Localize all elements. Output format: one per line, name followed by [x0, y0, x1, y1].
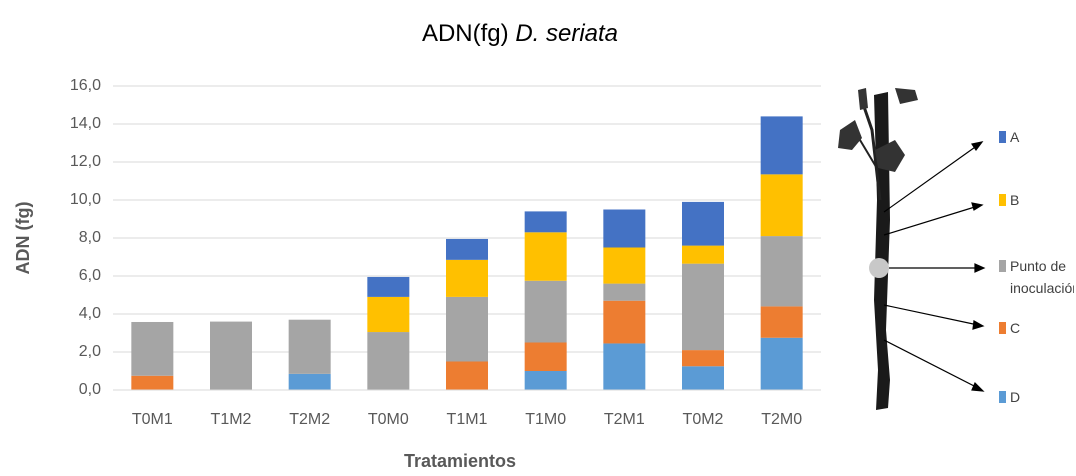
bar-segment [524, 232, 567, 281]
bar-segment [760, 116, 803, 175]
y-tick-label: 4,0 [79, 305, 101, 322]
legend-label: C [1010, 320, 1021, 336]
bar-segment [367, 276, 410, 297]
title-species: D. seriata [515, 20, 618, 47]
legend-entry: C [1010, 320, 1021, 336]
bar-segment [760, 306, 803, 338]
x-tick-label: T0M1 [132, 411, 173, 428]
x-tick-label: T0M0 [368, 411, 409, 428]
bar-segment [760, 236, 803, 307]
legend-entry: D [1010, 389, 1021, 405]
legend-label: D [1010, 389, 1021, 405]
x-tick-label: T2M0 [761, 411, 802, 428]
legend-label: Punto de inoculación [1010, 258, 1074, 296]
bar-segment [131, 375, 174, 390]
x-axis-label: Tratamientos [404, 451, 516, 471]
bar-segment [367, 332, 410, 390]
bar-segment [682, 350, 724, 367]
y-tick-label: 14,0 [70, 115, 101, 132]
bar-segment [288, 319, 331, 374]
bar-segment [288, 373, 331, 390]
bar-segment [446, 259, 488, 297]
bar-segment [760, 337, 803, 390]
y-tick-label: 6,0 [79, 267, 101, 284]
legend-entry: Punto de inoculación [1010, 258, 1074, 296]
legend-swatch [999, 194, 1006, 206]
bar-segment [603, 283, 646, 301]
x-tick-label: T2M2 [289, 411, 330, 428]
title-text: ADN(fg) [422, 20, 509, 47]
legend-swatch [999, 322, 1006, 334]
y-tick-label: 10,0 [70, 191, 101, 208]
y-tick-label: 12,0 [70, 153, 101, 170]
y-tick-label: 8,0 [79, 229, 101, 246]
x-tick-label: T1M1 [447, 411, 488, 428]
bar-segment [603, 209, 646, 248]
bar-segment [682, 366, 724, 390]
y-tick-label: 16,0 [70, 77, 101, 94]
bar-segment [603, 247, 646, 284]
bar-segment [603, 300, 646, 344]
bar-segment [446, 296, 488, 362]
bar-segment [131, 321, 174, 376]
y-axis-label: ADN (fg) [13, 202, 33, 275]
bar-segment [760, 174, 803, 237]
x-tick-label: T0M2 [683, 411, 724, 428]
bar-segment [210, 321, 252, 390]
bar-segment [682, 263, 724, 351]
x-tick-label: T2M1 [604, 411, 645, 428]
bar-segment [524, 371, 567, 390]
bar-segment [524, 342, 567, 371]
legend-swatch [999, 260, 1006, 272]
x-tick-label: T1M0 [525, 411, 566, 428]
bar-segment [446, 238, 488, 260]
legend-entry: B [1010, 192, 1020, 208]
bar-segment [446, 361, 488, 390]
plant-illustration [838, 88, 986, 410]
bar-segment [682, 245, 724, 264]
chart-title: ADN(fg) D. seriata [422, 20, 618, 47]
legend-label: A [1010, 129, 1020, 145]
bar-segment [682, 201, 724, 246]
legend-label: B [1010, 192, 1020, 208]
bar-segment [603, 343, 646, 390]
bar-segment [524, 211, 567, 233]
bar-segment [524, 280, 567, 343]
x-tick-label: T1M2 [211, 411, 252, 428]
legend-swatch [999, 131, 1006, 143]
y-tick-label: 0,0 [79, 381, 101, 398]
legend-swatch [999, 391, 1006, 403]
bar-segment [367, 296, 410, 333]
y-tick-label: 2,0 [79, 343, 101, 360]
legend-entry: A [1010, 129, 1020, 145]
